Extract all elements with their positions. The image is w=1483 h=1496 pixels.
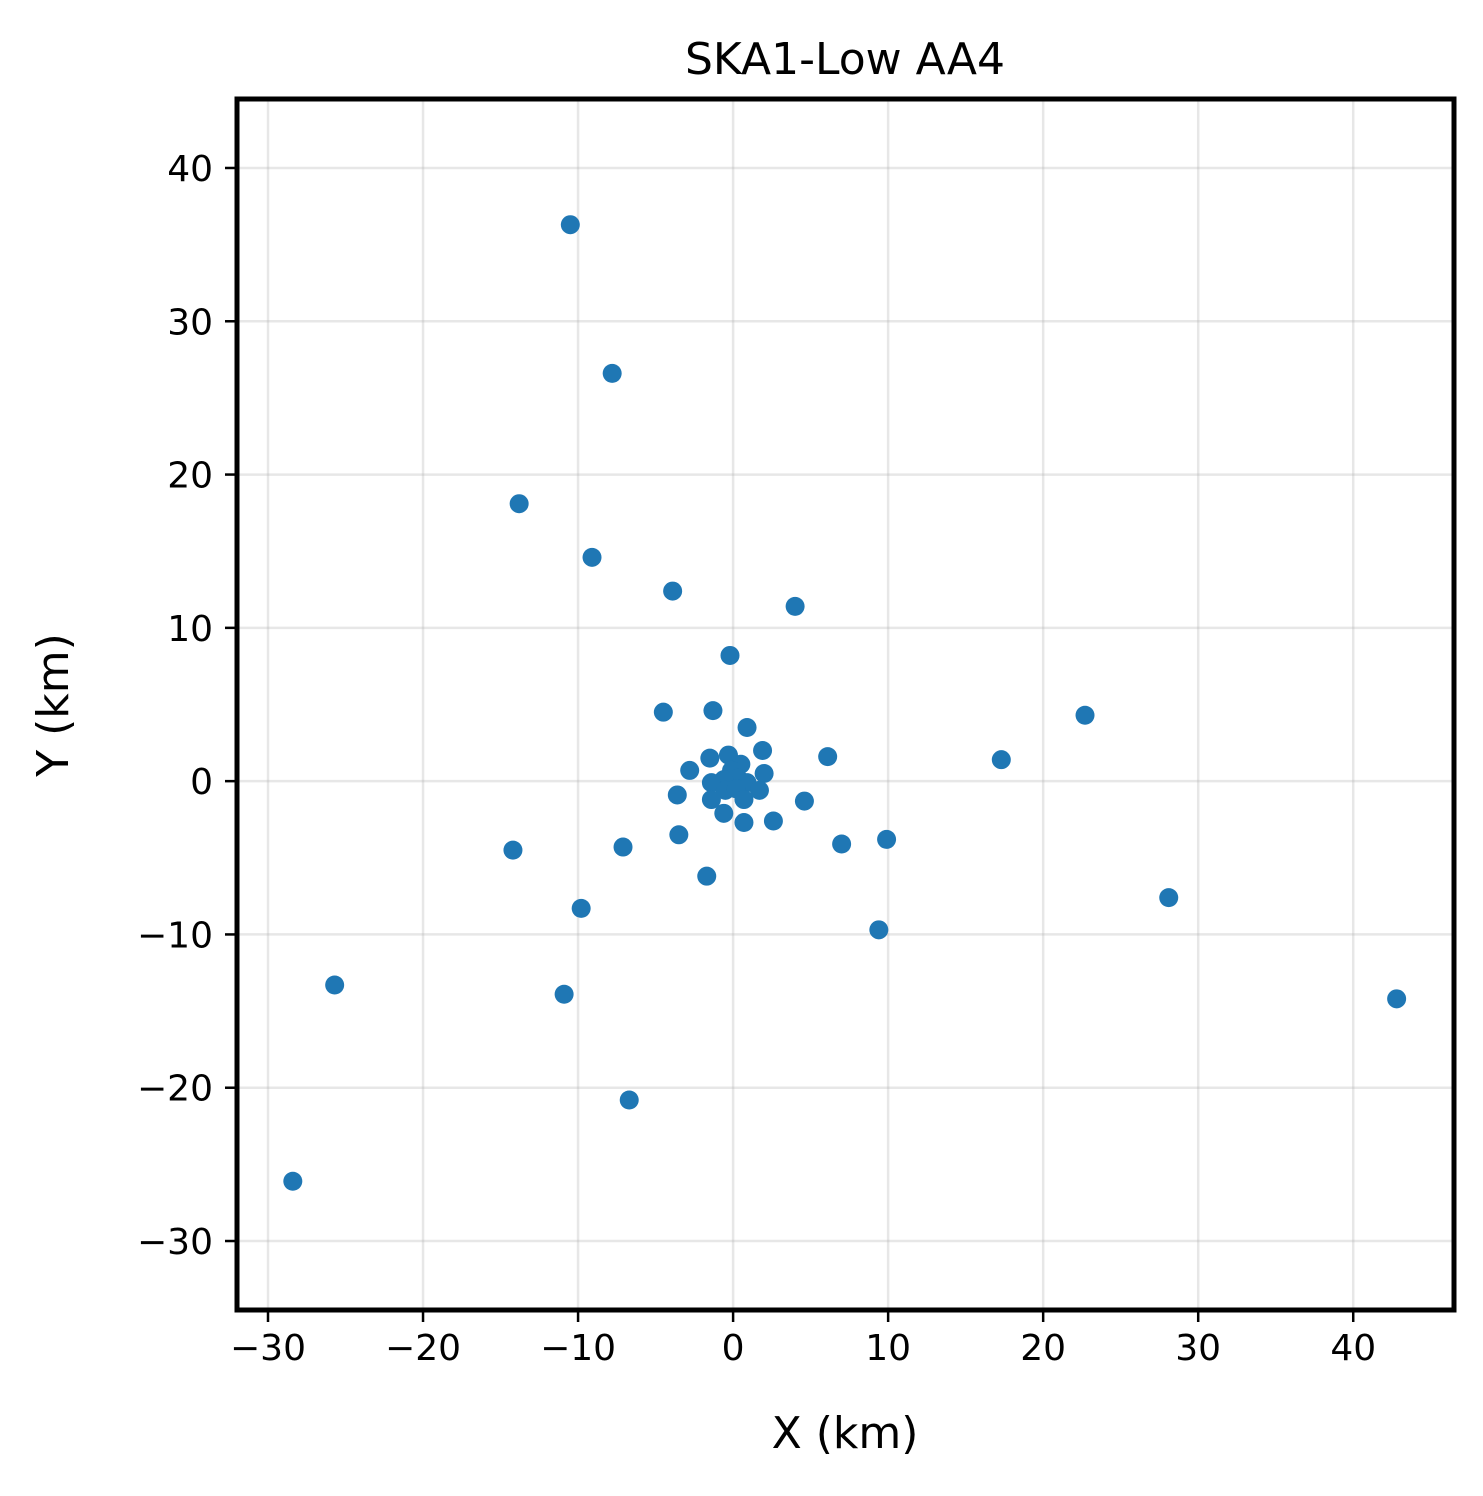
data-point xyxy=(619,1090,639,1110)
x-tick-label: 0 xyxy=(722,1328,745,1369)
data-point xyxy=(700,748,720,768)
x-tick-label: −20 xyxy=(385,1328,461,1369)
data-point xyxy=(653,702,673,722)
data-point xyxy=(794,791,814,811)
data-point xyxy=(703,701,723,721)
y-tick-label: −30 xyxy=(137,1222,213,1263)
data-point xyxy=(697,866,717,886)
y-tick-label: 30 xyxy=(167,302,213,343)
y-tick-label: −10 xyxy=(137,915,213,956)
data-point xyxy=(734,790,754,810)
data-point xyxy=(613,837,633,857)
data-point xyxy=(737,717,757,737)
data-point xyxy=(701,790,721,810)
data-point xyxy=(663,581,683,601)
data-point xyxy=(554,984,574,1004)
grid xyxy=(237,99,1454,1310)
data-point xyxy=(869,920,889,940)
data-point xyxy=(753,740,773,760)
data-point xyxy=(509,494,529,514)
y-axis-label: Y (km) xyxy=(28,633,79,778)
data-point xyxy=(763,811,783,831)
data-point xyxy=(1159,888,1179,908)
data-point xyxy=(582,547,602,567)
x-tick-label: 30 xyxy=(1175,1328,1221,1369)
x-tick-label: −10 xyxy=(540,1328,616,1369)
data-point xyxy=(734,813,754,833)
x-tick-label: −30 xyxy=(230,1328,306,1369)
data-point xyxy=(283,1171,303,1191)
data-points xyxy=(283,215,1407,1191)
plot-frame xyxy=(234,96,1457,1313)
data-point xyxy=(720,645,740,665)
y-tick-label: 0 xyxy=(190,762,213,803)
data-point xyxy=(714,803,734,823)
data-point xyxy=(667,785,687,805)
data-point xyxy=(669,825,689,845)
y-tick-label: −20 xyxy=(137,1069,213,1110)
data-point xyxy=(754,763,774,783)
x-tick-label: 10 xyxy=(865,1328,911,1369)
data-point xyxy=(1387,989,1407,1009)
y-tick-label: 10 xyxy=(167,609,213,650)
y-tick-label: 20 xyxy=(167,456,213,497)
x-axis-ticks: −30 −20 −10 0 10 20 30 40 xyxy=(230,1310,1376,1369)
data-point xyxy=(785,596,805,616)
y-axis-ticks: −30 −20 −10 0 10 20 30 40 xyxy=(137,149,237,1263)
x-axis-label: X (km) xyxy=(772,1408,919,1459)
data-point xyxy=(818,747,838,767)
data-point xyxy=(325,975,345,995)
data-point xyxy=(701,773,721,793)
data-point xyxy=(749,780,769,800)
x-tick-label: 20 xyxy=(1020,1328,1066,1369)
data-point xyxy=(602,363,622,383)
data-point xyxy=(1075,705,1095,725)
data-point xyxy=(680,760,700,780)
data-point xyxy=(571,898,591,918)
x-tick-label: 40 xyxy=(1330,1328,1376,1369)
data-point xyxy=(560,215,580,235)
data-point xyxy=(832,834,852,854)
data-point xyxy=(503,840,523,860)
y-tick-label: 40 xyxy=(167,149,213,190)
chart-title: SKA1-Low AA4 xyxy=(685,34,1005,85)
data-point xyxy=(991,750,1011,770)
data-point xyxy=(877,829,897,849)
